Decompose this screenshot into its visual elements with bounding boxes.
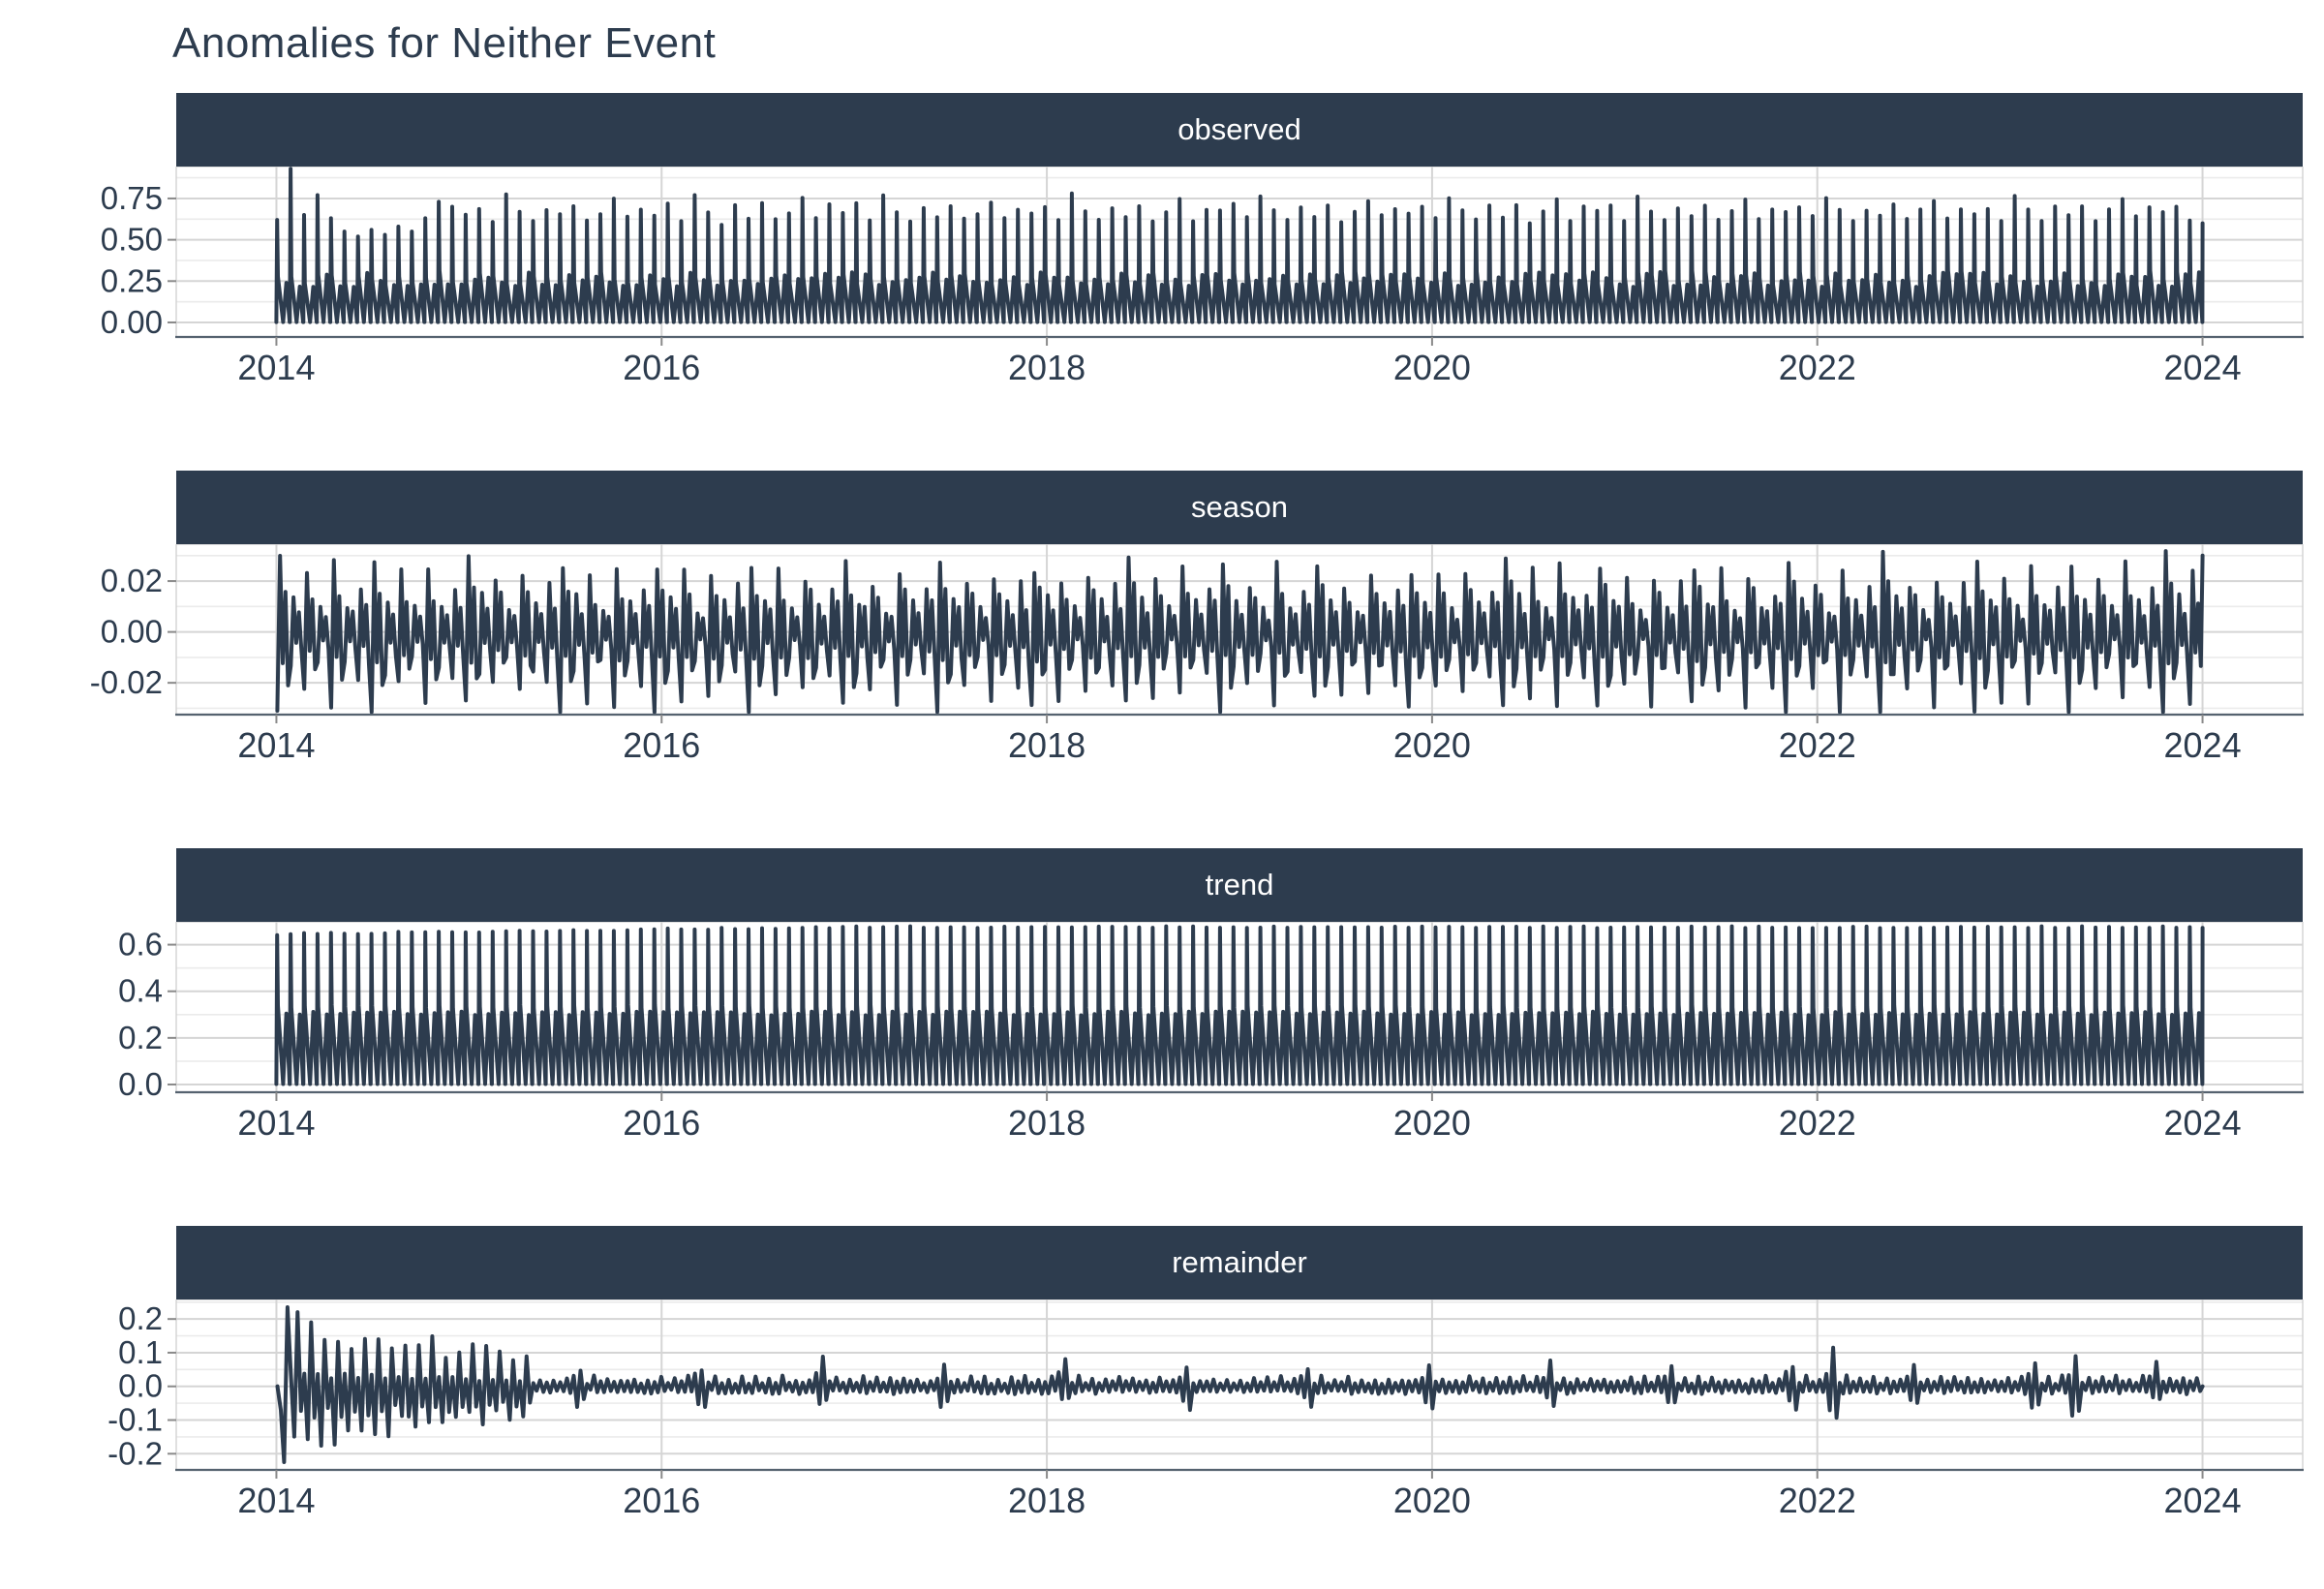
svg-text:2020: 2020 xyxy=(1393,348,1471,387)
panel-observed: observed 2014 2016 2018 2020 2022 2024 0.00 0.2… xyxy=(0,93,2324,399)
remainder-x-axis-labels: 2014 2016 2018 2020 2022 2024 xyxy=(237,1470,2242,1520)
svg-text:2020: 2020 xyxy=(1393,725,1471,765)
svg-text:0.2: 0.2 xyxy=(118,1300,163,1336)
svg-text:2020: 2020 xyxy=(1393,1481,1471,1520)
remainder-plot: 2014 2016 2018 2020 2022 2024 -0.2-0.10.00.10.… xyxy=(107,1299,2304,1520)
svg-text:-0.02: -0.02 xyxy=(90,664,163,700)
svg-text:0.75: 0.75 xyxy=(101,180,163,216)
svg-text:2022: 2022 xyxy=(1779,1103,1856,1143)
panel-season: season 2014 2016 2018 2020 2022 2024 -0.02 0.00… xyxy=(0,471,2324,777)
svg-text:2022: 2022 xyxy=(1779,348,1856,387)
svg-text:2018: 2018 xyxy=(1008,348,1086,387)
observed-x-axis-labels: 2014 2016 2018 2020 2022 2024 xyxy=(237,337,2242,387)
svg-text:2014: 2014 xyxy=(237,348,315,387)
strip-label-remainder: remainder xyxy=(1172,1245,1307,1279)
season-series xyxy=(275,549,2205,715)
svg-text:2014: 2014 xyxy=(237,1103,315,1143)
svg-text:0.00: 0.00 xyxy=(101,614,163,650)
svg-text:2022: 2022 xyxy=(1779,725,1856,765)
strip-label-trend: trend xyxy=(1205,868,1274,901)
svg-text:2016: 2016 xyxy=(623,725,700,765)
svg-text:2016: 2016 xyxy=(623,1103,700,1143)
svg-text:0.0: 0.0 xyxy=(118,1066,163,1102)
svg-text:0.00: 0.00 xyxy=(101,304,163,340)
trend-series xyxy=(274,924,2205,1086)
svg-text:0.0: 0.0 xyxy=(118,1368,163,1404)
svg-text:2018: 2018 xyxy=(1008,1103,1086,1143)
svg-text:2014: 2014 xyxy=(237,1481,315,1520)
strip-trend: trend xyxy=(176,848,2303,922)
observed-plot: 2014 2016 2018 2020 2022 2024 0.00 0.25 0.50 0.75 xyxy=(101,167,2304,387)
season-y-axis-labels: -0.02 0.00 0.02 xyxy=(90,563,176,700)
svg-text:0.50: 0.50 xyxy=(101,222,163,258)
svg-text:0.1: 0.1 xyxy=(118,1334,163,1370)
svg-text:2024: 2024 xyxy=(2164,1481,2242,1520)
svg-text:-0.2: -0.2 xyxy=(107,1435,163,1471)
panel-trend: trend 2014 2016 2018 2020 2022 2024 0.0 0.2 0.4 0… xyxy=(0,848,2324,1154)
svg-text:2016: 2016 xyxy=(623,348,700,387)
strip-remainder: remainder xyxy=(176,1226,2303,1299)
svg-text:0.4: 0.4 xyxy=(118,973,163,1009)
svg-text:-0.1: -0.1 xyxy=(107,1402,163,1438)
svg-text:2018: 2018 xyxy=(1008,1481,1086,1520)
svg-text:2018: 2018 xyxy=(1008,725,1086,765)
panel-remainder: remainder 2014 2016 2018 2020 2022 2024 -0.2 -0… xyxy=(0,1226,2324,1532)
svg-text:0.6: 0.6 xyxy=(118,927,163,963)
svg-text:0.25: 0.25 xyxy=(101,262,163,298)
svg-text:2024: 2024 xyxy=(2164,1103,2242,1143)
svg-text:2014: 2014 xyxy=(237,725,315,765)
svg-text:2024: 2024 xyxy=(2164,725,2242,765)
season-plot: 2014 2016 2018 2020 2022 2024 -0.02 0.00 0.02 xyxy=(90,544,2304,765)
page-title: Anomalies for Neither Event xyxy=(172,19,717,67)
strip-season: season xyxy=(176,471,2303,544)
observed-series xyxy=(274,167,2205,324)
trend-y-axis-labels: 0.0 0.2 0.4 0.6 xyxy=(118,927,176,1102)
svg-text:2022: 2022 xyxy=(1779,1481,1856,1520)
svg-text:0.02: 0.02 xyxy=(101,563,163,598)
svg-text:2020: 2020 xyxy=(1393,1103,1471,1143)
strip-label-season: season xyxy=(1191,490,1288,524)
observed-y-axis-labels: 0.00 0.25 0.50 0.75 xyxy=(101,180,176,340)
trend-plot: 2014 2016 2018 2020 2022 2024 0.0 0.2 0.4 0.6 xyxy=(118,922,2304,1143)
season-x-axis-labels: 2014 2016 2018 2020 2022 2024 xyxy=(237,715,2242,765)
trend-x-axis-labels: 2014 2016 2018 2020 2022 2024 xyxy=(237,1092,2242,1143)
svg-text:2016: 2016 xyxy=(623,1481,700,1520)
remainder-series xyxy=(275,1305,2205,1464)
svg-text:2024: 2024 xyxy=(2164,348,2242,387)
decomposition-chart: Anomalies for Neither Event observed 201… xyxy=(0,19,2324,1532)
strip-observed: observed xyxy=(176,93,2303,167)
remainder-y-axis-labels: -0.2-0.10.00.10.2 xyxy=(107,1300,176,1471)
svg-text:0.2: 0.2 xyxy=(118,1020,163,1055)
strip-label-observed: observed xyxy=(1177,112,1301,146)
